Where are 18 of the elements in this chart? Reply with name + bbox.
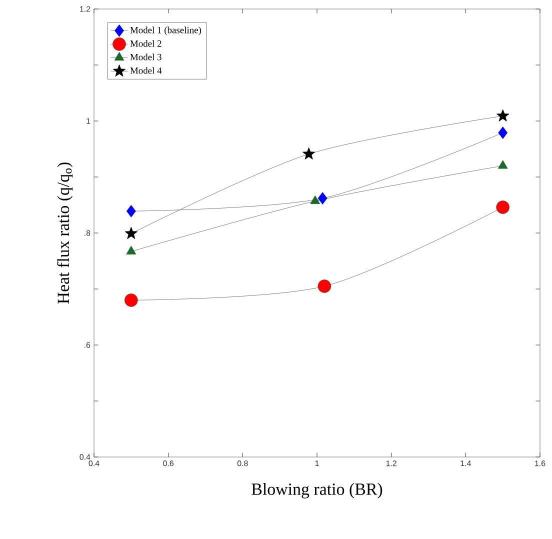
legend-label: Model 1 (baseline)	[130, 26, 202, 36]
point	[126, 246, 136, 254]
point	[498, 160, 508, 169]
legend-label: Model 4	[130, 67, 162, 74]
point	[496, 200, 510, 214]
point	[124, 226, 138, 239]
point	[310, 195, 320, 204]
point	[318, 280, 332, 293]
y-axis-title: Heat flux ratio (q/q$_{o}$)	[57, 162, 73, 304]
point	[126, 204, 136, 218]
x-axis-title: Blowing ratio (BR)	[252, 483, 382, 498]
point	[124, 294, 138, 307]
point	[496, 109, 510, 122]
legend-label: Model 2	[130, 40, 162, 47]
point	[498, 126, 508, 139]
legend-label: Model 3	[130, 54, 162, 60]
point	[318, 192, 328, 204]
point	[302, 147, 316, 160]
